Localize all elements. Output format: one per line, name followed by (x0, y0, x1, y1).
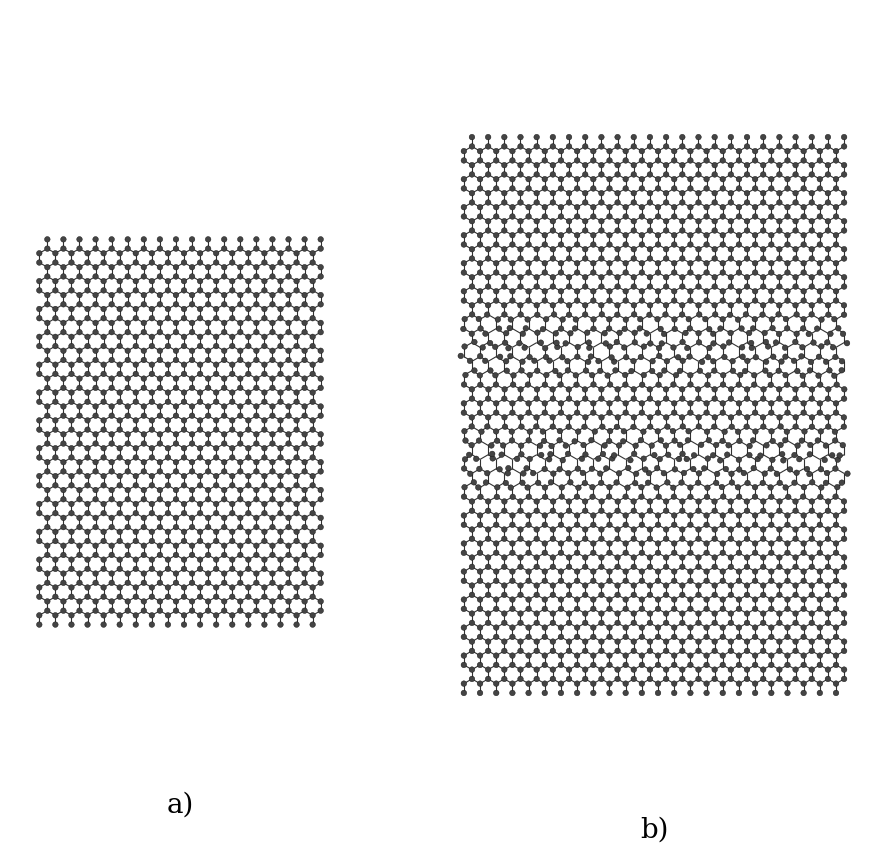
Text: b): b) (639, 817, 667, 844)
Text: a): a) (166, 791, 194, 818)
